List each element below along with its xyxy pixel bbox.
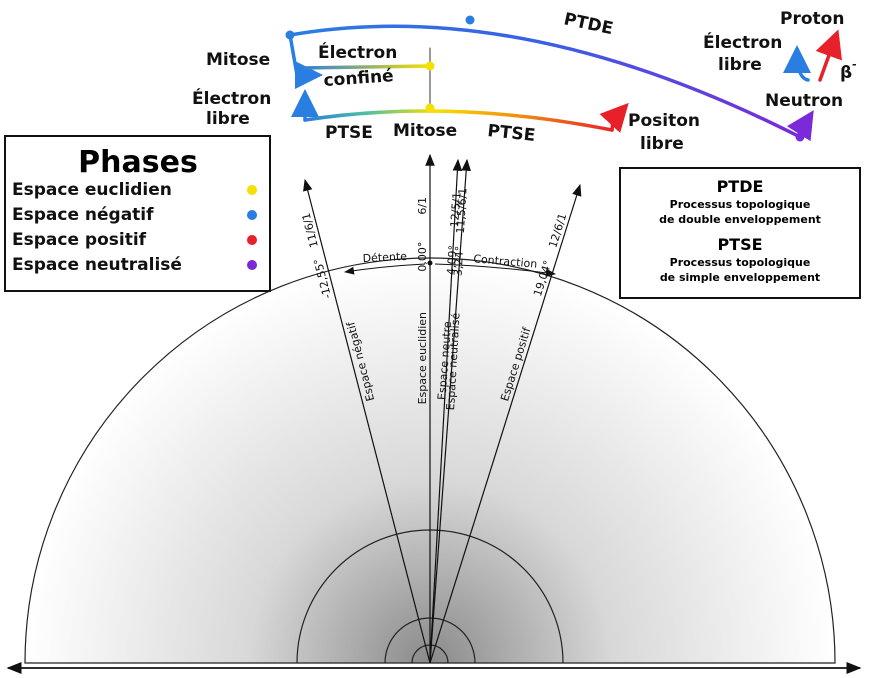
positon-label: libre bbox=[640, 134, 684, 154]
ray-arrow bbox=[303, 178, 431, 664]
legend-title: Phases bbox=[78, 145, 198, 180]
detente-label: Détente bbox=[362, 250, 407, 265]
electron-label: Électron bbox=[318, 41, 397, 63]
ptse-label: PTSE bbox=[486, 121, 536, 146]
mitose-label: Mitose bbox=[206, 50, 270, 70]
ray-arrow bbox=[429, 158, 471, 664]
ray-angle: 4,09° bbox=[445, 245, 460, 276]
ray-angle: 3,24° bbox=[452, 246, 467, 277]
ray-space: Espace neutralisé bbox=[444, 312, 462, 410]
electron-libre-label: Électron bbox=[703, 31, 782, 53]
mitose-center-label: Mitose bbox=[393, 121, 457, 141]
electron-libre-label: libre bbox=[206, 109, 250, 129]
ray-arrow bbox=[429, 183, 582, 664]
legend-dot bbox=[247, 185, 257, 195]
ray-angle: 0,00° bbox=[416, 242, 429, 272]
legend-dot bbox=[247, 210, 257, 220]
info-desc: Processus topologique bbox=[670, 198, 811, 211]
electron-libre-label: libre bbox=[718, 55, 762, 75]
ray-arrow bbox=[429, 158, 463, 664]
legend: Phases Espace euclidien Espace négatif Esp… bbox=[4, 135, 271, 292]
info-title: PTSE bbox=[717, 235, 762, 254]
ptse-label: PTSE bbox=[325, 123, 373, 143]
electron-libre-label: Électron bbox=[192, 87, 271, 109]
info-title: PTDE bbox=[717, 177, 764, 196]
beta-sign: - bbox=[852, 58, 857, 71]
info-box: PTDE Processus topologique de double envel… bbox=[619, 167, 861, 299]
ray-space: Espace neutre bbox=[435, 321, 454, 401]
ptde-label: PTDE bbox=[562, 9, 615, 39]
ray-space: Espace euclidien bbox=[416, 312, 429, 404]
legend-dot bbox=[247, 235, 257, 245]
neutron-label: Neutron bbox=[765, 91, 843, 111]
confine-label: confiné bbox=[323, 66, 394, 91]
info-desc: Processus topologique bbox=[670, 256, 811, 269]
contraction-label: Contraction bbox=[473, 252, 538, 271]
positon-label: Positon bbox=[628, 111, 700, 131]
info-desc: de simple enveloppement bbox=[660, 271, 820, 284]
legend-label: Espace négatif bbox=[12, 205, 154, 225]
beta-label: β bbox=[840, 63, 852, 83]
legend-dot bbox=[247, 260, 257, 270]
ray-ratio: 6/1 bbox=[416, 197, 429, 215]
legend-label: Espace positif bbox=[12, 230, 147, 250]
info-desc: de double enveloppement bbox=[659, 213, 821, 226]
ray-ratio: 12/5/1 bbox=[448, 192, 464, 228]
process-dots bbox=[285, 15, 805, 142]
legend-label: Espace euclidien bbox=[12, 180, 172, 200]
process-curves bbox=[288, 24, 842, 142]
legend-label: Espace neutralisé bbox=[12, 255, 182, 275]
proton-label: Proton bbox=[780, 9, 844, 29]
ray-ratio: 11,5/6/1 bbox=[454, 187, 470, 234]
